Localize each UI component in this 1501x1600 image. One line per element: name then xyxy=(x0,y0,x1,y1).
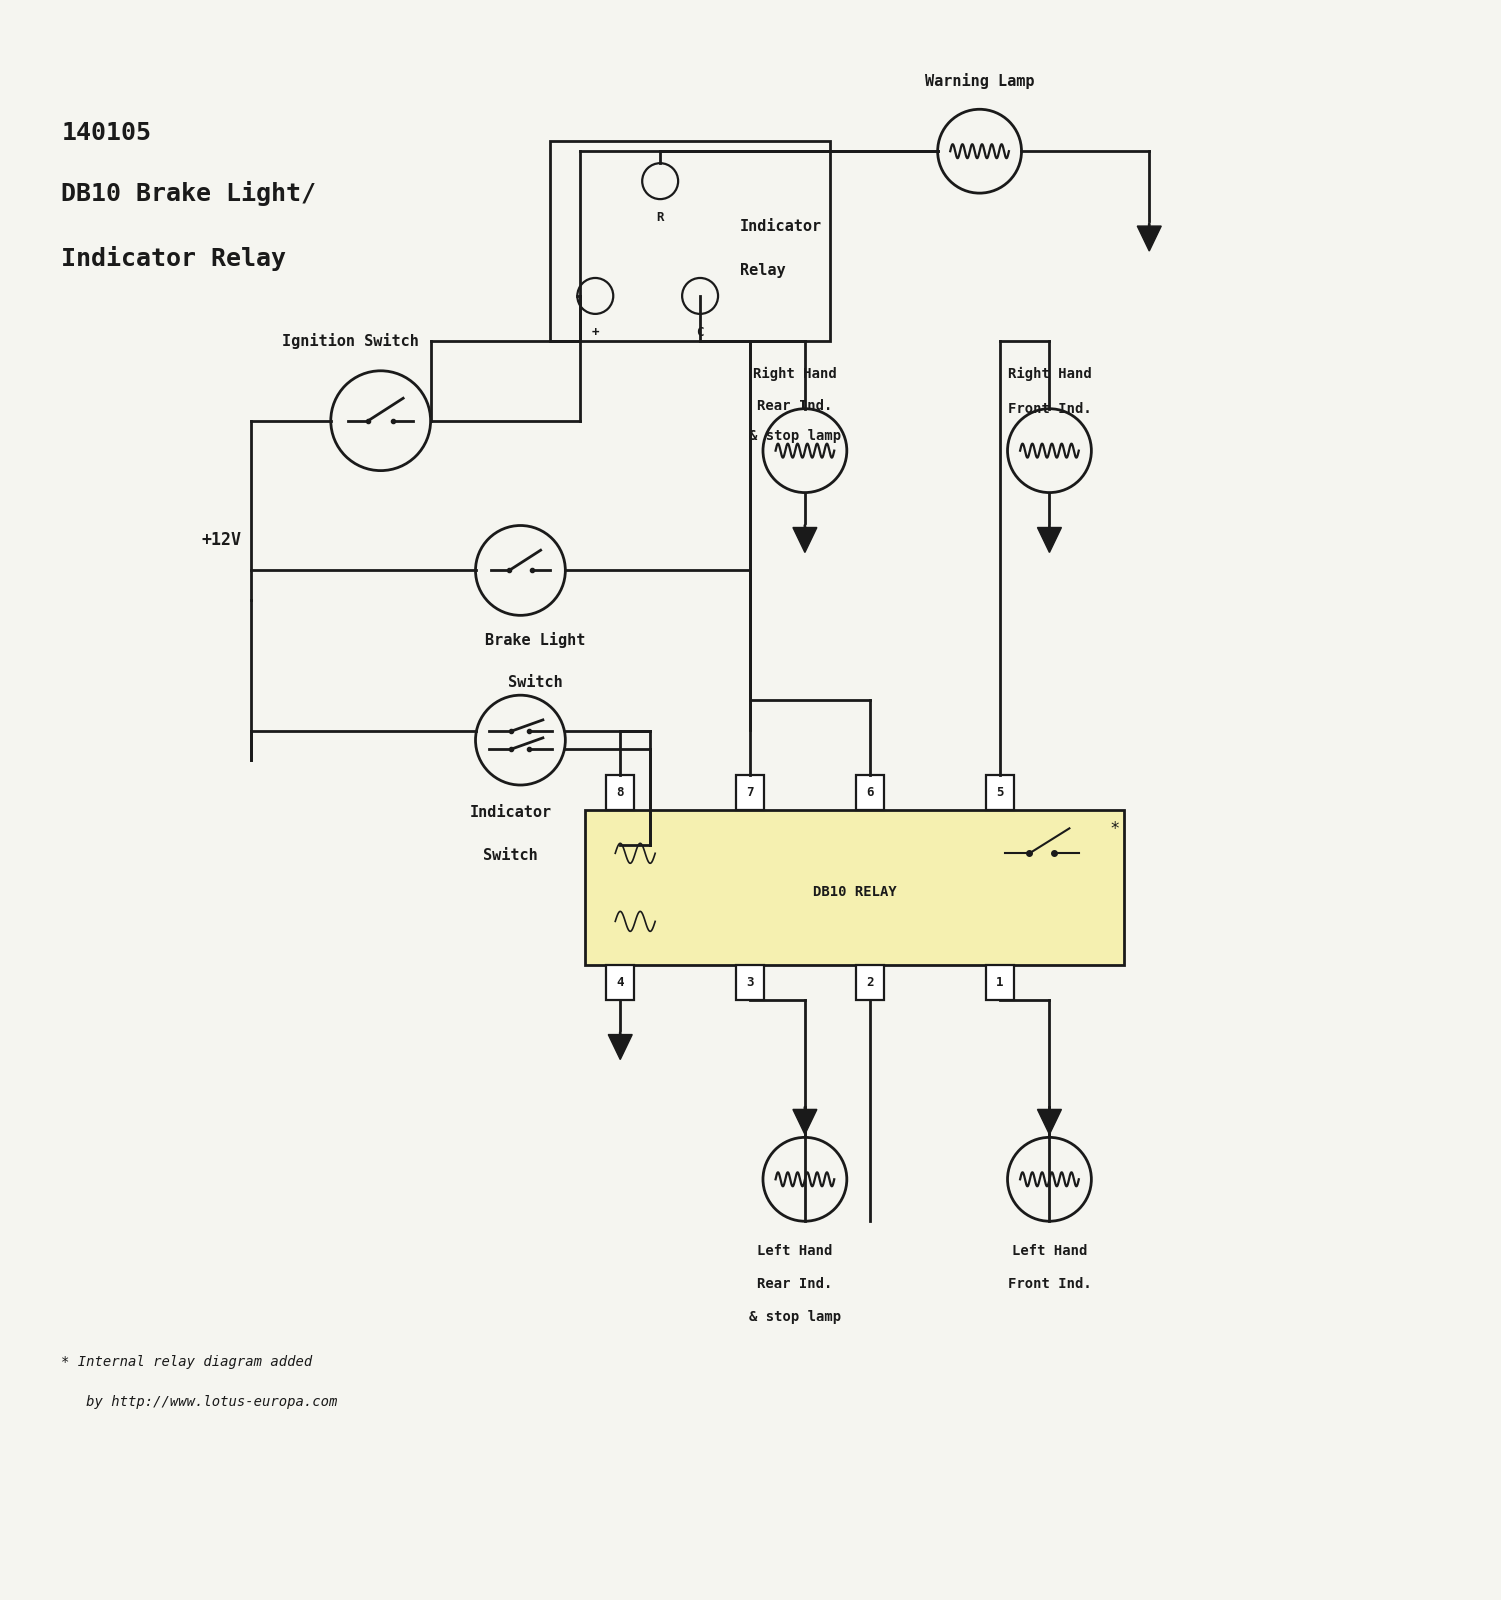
Bar xyxy=(856,774,884,810)
Text: +: + xyxy=(591,326,599,339)
Bar xyxy=(986,774,1013,810)
Text: Indicator Relay: Indicator Relay xyxy=(62,246,287,270)
Text: by http://www.lotus-europa.com: by http://www.lotus-europa.com xyxy=(62,1395,338,1410)
Text: Left Hand: Left Hand xyxy=(757,1245,833,1258)
Bar xyxy=(735,965,764,1000)
Text: 140105: 140105 xyxy=(62,122,152,146)
Polygon shape xyxy=(1138,226,1162,251)
Text: +12V: +12V xyxy=(201,531,242,549)
Text: Relay: Relay xyxy=(740,264,785,278)
Text: 2: 2 xyxy=(866,976,874,989)
Text: Rear Ind.: Rear Ind. xyxy=(757,398,833,413)
Text: DB10 Brake Light/: DB10 Brake Light/ xyxy=(62,181,317,206)
Polygon shape xyxy=(793,1109,817,1134)
Bar xyxy=(585,810,1124,965)
Text: 1: 1 xyxy=(995,976,1003,989)
Text: Indicator: Indicator xyxy=(740,219,823,234)
Text: 7: 7 xyxy=(746,786,754,798)
Text: 3: 3 xyxy=(746,976,754,989)
Text: & stop lamp: & stop lamp xyxy=(749,429,841,443)
Text: Brake Light: Brake Light xyxy=(485,632,585,648)
Text: 5: 5 xyxy=(995,786,1003,798)
Text: Front Ind.: Front Ind. xyxy=(1007,402,1091,416)
Bar xyxy=(606,774,635,810)
Text: 4: 4 xyxy=(617,976,624,989)
Polygon shape xyxy=(608,1035,632,1059)
Bar xyxy=(856,965,884,1000)
Text: Right Hand: Right Hand xyxy=(1007,366,1091,381)
Text: Left Hand: Left Hand xyxy=(1012,1245,1087,1258)
Text: Right Hand: Right Hand xyxy=(754,366,836,381)
Text: Indicator: Indicator xyxy=(470,805,551,819)
Polygon shape xyxy=(1037,528,1061,552)
Polygon shape xyxy=(793,528,817,552)
Text: Front Ind.: Front Ind. xyxy=(1007,1277,1091,1291)
Text: Warning Lamp: Warning Lamp xyxy=(925,74,1034,90)
Bar xyxy=(551,141,830,341)
Text: Switch: Switch xyxy=(483,848,537,862)
Text: Rear Ind.: Rear Ind. xyxy=(757,1277,833,1291)
Text: Ignition Switch: Ignition Switch xyxy=(282,333,419,349)
Bar xyxy=(735,774,764,810)
Text: *: * xyxy=(1111,819,1118,838)
Bar xyxy=(986,965,1013,1000)
Polygon shape xyxy=(1037,1109,1061,1134)
Bar xyxy=(606,965,635,1000)
Text: Switch: Switch xyxy=(507,675,563,690)
Text: C: C xyxy=(696,326,704,339)
Text: * Internal relay diagram added: * Internal relay diagram added xyxy=(62,1355,312,1370)
Text: DB10 RELAY: DB10 RELAY xyxy=(814,885,896,899)
Text: 8: 8 xyxy=(617,786,624,798)
Text: R: R xyxy=(656,211,663,224)
Text: & stop lamp: & stop lamp xyxy=(749,1310,841,1325)
Text: 6: 6 xyxy=(866,786,874,798)
